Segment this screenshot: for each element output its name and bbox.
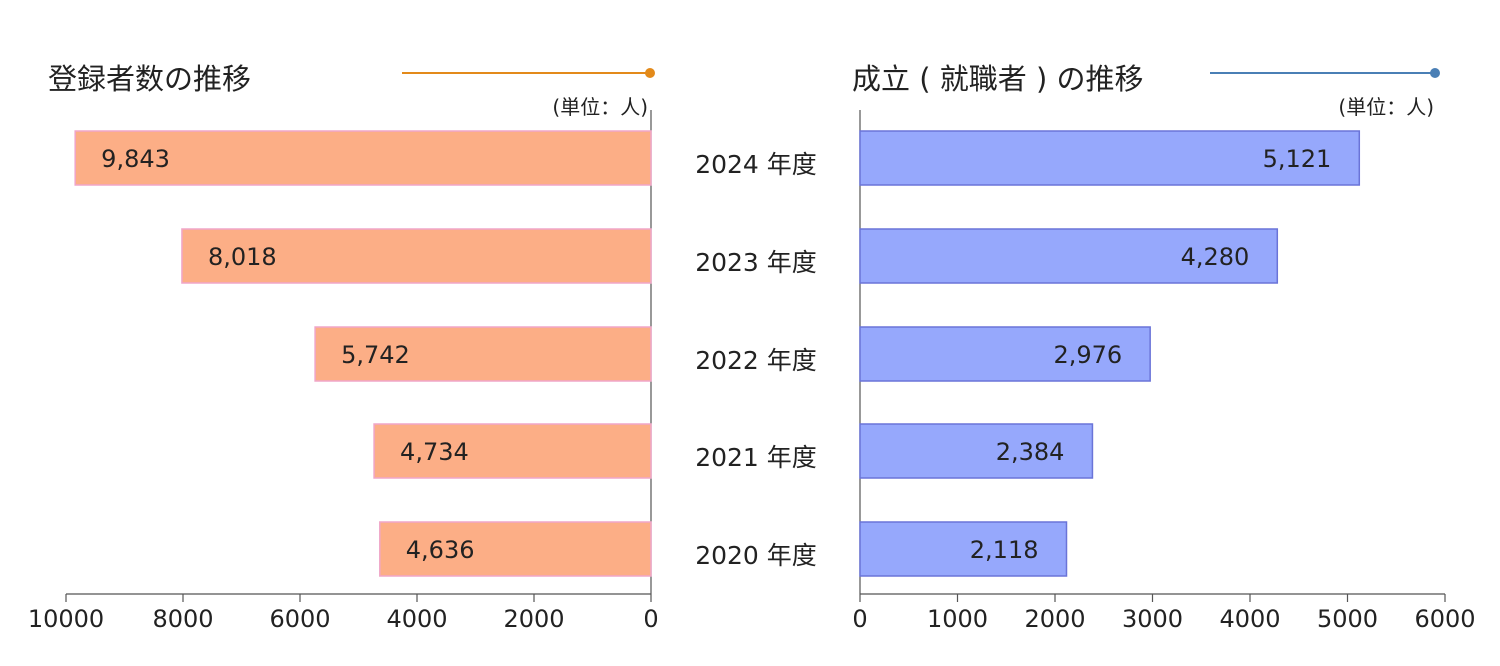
right-title-rule-dot	[1430, 68, 1440, 78]
right-unit-label: (単位：人)	[1338, 95, 1434, 119]
left-title-rule	[402, 72, 648, 74]
left-bar-value-label: 5,742	[341, 341, 410, 369]
right-bar-value-label: 2,118	[970, 536, 1039, 564]
right-tick-label: 2000	[1024, 605, 1085, 633]
left-title-rule-dot	[645, 68, 655, 78]
year-label: 2023 年度	[695, 248, 817, 277]
right-tick-label: 3000	[1122, 605, 1183, 633]
right-bar	[859, 228, 1279, 284]
left-bar	[373, 423, 652, 479]
year-label: 2022 年度	[695, 346, 817, 375]
left-bar	[379, 521, 652, 577]
right-bar-value-label: 5,121	[1263, 145, 1332, 173]
left-tick-label: 4000	[386, 605, 447, 633]
right-tick-label: 1000	[927, 605, 988, 633]
right-tick-label: 5000	[1317, 605, 1378, 633]
right-bar	[859, 521, 1068, 577]
right-tick-label: 0	[852, 605, 867, 633]
right-bar-value-label: 4,280	[1181, 243, 1250, 271]
right-bar	[859, 423, 1094, 479]
right-bar	[859, 130, 1361, 186]
right-tick-label: 4000	[1219, 605, 1280, 633]
right-title-rule	[1210, 72, 1434, 74]
year-label: 2021 年度	[695, 443, 817, 472]
left-bar-value-label: 4,734	[400, 438, 469, 466]
left-chart-title: 登録者数の推移	[48, 62, 252, 96]
left-tick-label: 2000	[503, 605, 564, 633]
right-bar	[859, 326, 1151, 382]
right-tick-label: 6000	[1414, 605, 1475, 633]
right-chart-title: 成立 ( 就職者 ) の推移	[852, 62, 1144, 96]
right-bar-value-label: 2,976	[1053, 341, 1122, 369]
left-bar	[74, 130, 652, 186]
left-bar-value-label: 4,636	[406, 536, 475, 564]
left-tick-label: 10000	[28, 605, 104, 633]
left-bar-value-label: 9,843	[101, 145, 170, 173]
left-bar	[314, 326, 652, 382]
left-tick-label: 0	[643, 605, 658, 633]
year-label: 2020 年度	[695, 541, 817, 570]
right-bar-value-label: 2,384	[996, 438, 1065, 466]
left-unit-label: (単位：人)	[552, 95, 648, 119]
year-label: 2024 年度	[695, 150, 817, 179]
left-bar-value-label: 8,018	[208, 243, 277, 271]
left-tick-label: 6000	[269, 605, 330, 633]
left-tick-label: 8000	[152, 605, 213, 633]
left-bar	[181, 228, 652, 284]
